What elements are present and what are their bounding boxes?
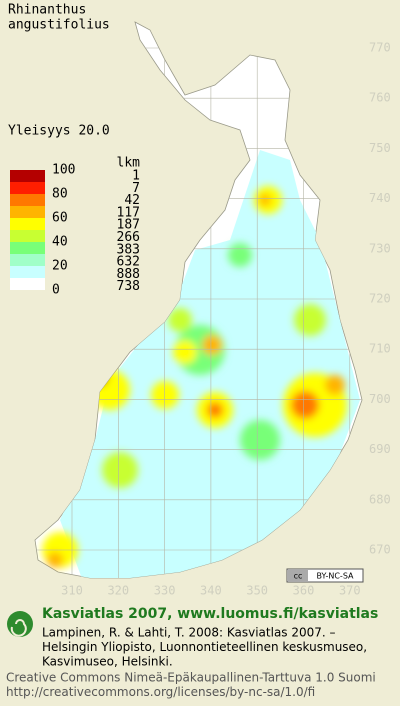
legend-swatch: [10, 206, 45, 218]
badge-text: BY-NC-SA: [316, 572, 354, 581]
x-label: 310: [61, 584, 83, 598]
y-label: 710: [369, 342, 391, 356]
legend-swatch: [10, 266, 45, 278]
legend-swatch: [10, 254, 45, 266]
title: Rhinanthus: [8, 3, 86, 18]
legend-scale-label: 80: [52, 187, 68, 202]
footer-heading: Kasviatlas 2007, www.luomus.fi/kasviatla…: [42, 606, 378, 622]
y-label: 740: [369, 191, 391, 205]
x-label: 370: [339, 584, 361, 598]
legend-count-header: lkm: [117, 156, 141, 171]
legend-scale-label: 60: [52, 211, 68, 226]
legend-scale-label: 20: [52, 259, 68, 274]
title: angustifolius: [8, 18, 110, 33]
license-line: Creative Commons Nimeä-Epäkaupallinen-Ta…: [6, 671, 376, 685]
y-label: 730: [369, 241, 391, 255]
legend-count: 266: [117, 230, 140, 245]
abundance-patches: [42, 186, 347, 568]
citation-line: Kasvimuseo, Helsinki.: [42, 655, 173, 669]
legend-swatch: [10, 170, 45, 182]
legend-count: 7: [132, 181, 140, 196]
legend-count: 42: [124, 193, 140, 208]
legend-count: 632: [117, 255, 140, 270]
legend-swatch: [10, 182, 45, 194]
y-label: 770: [369, 41, 391, 55]
legend-swatch: [10, 194, 45, 206]
y-label: 700: [369, 392, 391, 406]
range-area: [60, 150, 360, 578]
x-label: 350: [246, 584, 268, 598]
map: [34, 21, 363, 579]
x-label: 320: [107, 584, 129, 598]
legend-count: 187: [117, 218, 140, 233]
legend-count: 888: [117, 267, 140, 282]
legend-scale-label: 40: [52, 235, 68, 250]
license-badge: cc BY-NC-SA: [286, 568, 364, 583]
legend-scale-label: 0: [52, 283, 60, 298]
y-label: 690: [369, 442, 391, 456]
legend-count: 1: [132, 169, 140, 184]
x-label: 340: [200, 584, 222, 598]
legend-swatch: [10, 218, 45, 230]
y-label: 750: [369, 141, 391, 155]
y-label: 670: [369, 543, 391, 557]
legend-scale-label: 100: [52, 163, 75, 178]
legend-count: 117: [117, 205, 140, 220]
y-label: 760: [369, 91, 391, 105]
citation-line: Helsingin Yliopisto, Luonnontieteellinen…: [42, 640, 367, 654]
legend-count: 738: [117, 279, 140, 294]
frequency: Yleisyys 20.0: [8, 124, 110, 139]
legend-swatch: [10, 278, 45, 290]
x-label: 360: [293, 584, 315, 598]
y-label: 720: [369, 292, 391, 306]
legend-swatch: [10, 242, 45, 254]
badge-cc: cc: [294, 572, 303, 581]
logo: [7, 611, 33, 637]
license-line: http://creativecommons.org/licenses/by-n…: [6, 685, 315, 699]
x-label: 330: [154, 584, 176, 598]
citation-line: Lampinen, R. & Lahti, T. 2008: Kasviatla…: [42, 626, 336, 640]
legend-count: 383: [117, 242, 140, 257]
legend-swatch: [10, 230, 45, 242]
y-label: 680: [369, 492, 391, 506]
